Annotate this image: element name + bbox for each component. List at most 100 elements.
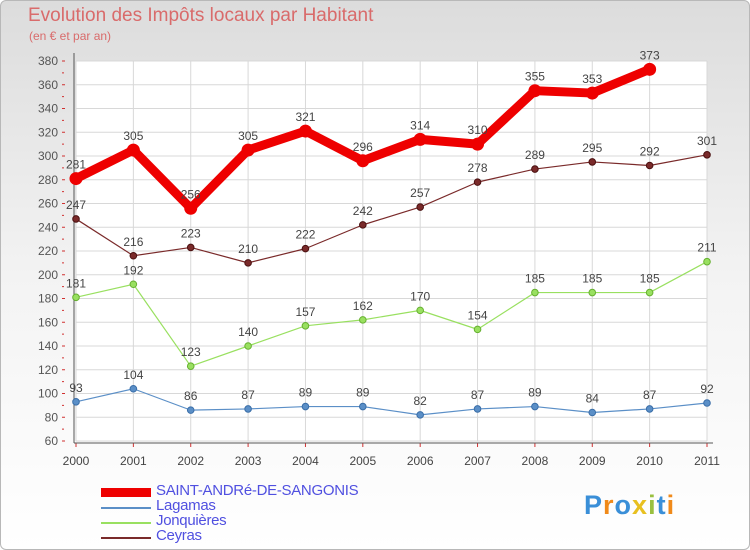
data-point-lagamas: [301, 402, 310, 411]
data-point-ceyras: [473, 178, 482, 186]
data-label-jonquieres: 192: [123, 263, 143, 277]
data-point-saint-andre-de-sangonis: [643, 62, 657, 76]
y-tick-label: 120: [38, 363, 58, 377]
series-line-jonquieres: [75, 261, 708, 367]
y-tick-label: 80: [45, 410, 59, 424]
data-point-lagamas: [473, 405, 482, 413]
data-label-jonquieres: 123: [181, 345, 201, 359]
data-point-lagamas: [72, 398, 80, 406]
chart-subtitle: (en € et par an): [29, 29, 112, 43]
legend-label: Lagamas: [156, 497, 216, 514]
y-tick-label: 180: [38, 292, 58, 306]
y-tick-label: 240: [38, 220, 58, 234]
data-point-ceyras: [72, 215, 80, 223]
logo-letter: P: [584, 490, 604, 520]
data-point-saint-andre-de-sangonis: [184, 201, 198, 215]
y-tick-label: 100: [38, 387, 58, 401]
x-tick-label: 2008: [522, 454, 549, 468]
data-label-lagamas: 89: [356, 386, 370, 400]
data-point-lagamas: [703, 399, 711, 407]
y-tick-label: 160: [38, 315, 58, 329]
data-label-jonquieres: 162: [353, 299, 373, 313]
data-label-saint-andre-de-sangonis: 353: [582, 72, 602, 86]
data-point-saint-andre-de-sangonis: [126, 143, 140, 157]
x-tick-label: 2004: [292, 454, 319, 468]
data-point-lagamas: [186, 406, 195, 414]
data-point-ceyras: [359, 221, 367, 229]
data-label-saint-andre-de-sangonis: 321: [295, 110, 315, 124]
chart-title: Evolution des Impôts locaux par Habitant: [28, 5, 374, 26]
data-label-ceyras: 289: [525, 148, 545, 162]
legend-swatch: [101, 488, 151, 497]
x-tick-label: 2002: [177, 454, 204, 468]
logo-letter: x: [632, 490, 649, 520]
data-point-jonquieres: [244, 342, 252, 350]
data-label-ceyras: 278: [468, 161, 488, 175]
data-point-jonquieres: [72, 293, 80, 302]
data-label-saint-andre-de-sangonis: 373: [640, 48, 660, 62]
data-point-jonquieres: [359, 316, 367, 324]
data-point-ceyras: [129, 251, 138, 260]
data-point-jonquieres: [129, 280, 138, 289]
data-label-ceyras: 216: [123, 235, 143, 249]
legend-swatch: [101, 522, 151, 524]
logo-letter: i: [648, 490, 657, 520]
x-tick-label: 2010: [636, 454, 663, 468]
legend-label: Jonquières: [156, 512, 227, 529]
data-label-ceyras: 247: [66, 198, 86, 212]
data-label-lagamas: 89: [528, 386, 542, 400]
data-label-ceyras: 210: [238, 242, 258, 256]
data-label-jonquieres: 185: [582, 272, 602, 286]
data-label-lagamas: 104: [123, 368, 143, 382]
data-label-jonquieres: 185: [640, 272, 660, 286]
x-tick-label: 2006: [407, 454, 434, 468]
y-tick-label: 200: [38, 268, 58, 282]
data-label-saint-andre-de-sangonis: 310: [468, 123, 488, 137]
logo-letter: i: [666, 490, 676, 520]
y-tick-label: 60: [45, 434, 59, 448]
data-label-lagamas: 87: [643, 388, 657, 402]
data-point-ceyras: [416, 203, 424, 211]
data-point-jonquieres: [531, 288, 539, 297]
data-point-lagamas: [129, 384, 138, 393]
data-label-jonquieres: 181: [66, 276, 86, 290]
data-point-jonquieres: [416, 306, 424, 315]
proxiti-logo: Proxiti: [584, 490, 675, 521]
data-point-ceyras: [301, 244, 310, 253]
data-label-saint-andre-de-sangonis: 314: [410, 118, 430, 132]
data-point-lagamas: [416, 411, 424, 419]
data-point-saint-andre-de-sangonis: [528, 84, 542, 98]
legend-label: SAINT-ANDRé-DE-SANGONIS: [156, 482, 359, 499]
data-point-jonquieres: [473, 325, 482, 334]
y-tick-label: 300: [38, 149, 58, 163]
data-point-jonquieres: [703, 257, 711, 266]
logo-letter: t: [656, 490, 667, 520]
data-label-lagamas: 87: [241, 388, 255, 402]
x-tick-label: 2009: [579, 454, 606, 468]
data-label-ceyras: 222: [295, 228, 315, 242]
legend-label: Ceyras: [156, 527, 202, 544]
data-label-jonquieres: 154: [468, 308, 488, 322]
data-point-saint-andre-de-sangonis: [298, 124, 312, 138]
data-label-jonquieres: 170: [410, 289, 430, 303]
data-label-ceyras: 301: [697, 134, 717, 148]
data-label-saint-andre-de-sangonis: 296: [353, 140, 373, 154]
data-point-jonquieres: [645, 288, 654, 297]
y-tick-label: 220: [38, 244, 58, 258]
x-tick-label: 2000: [63, 454, 90, 468]
data-point-ceyras: [244, 259, 252, 267]
y-tick-label: 340: [38, 102, 58, 116]
data-label-saint-andre-de-sangonis: 256: [181, 187, 201, 201]
data-label-lagamas: 84: [586, 392, 600, 406]
data-point-lagamas: [359, 402, 367, 411]
data-label-ceyras: 292: [640, 145, 660, 159]
data-point-jonquieres: [301, 322, 310, 330]
y-tick-label: 320: [38, 125, 58, 139]
data-label-jonquieres: 211: [697, 241, 716, 255]
data-point-saint-andre-de-sangonis: [471, 137, 485, 151]
legend-swatch: [101, 537, 151, 539]
y-tick-label: 260: [38, 197, 58, 211]
data-label-jonquieres: 157: [295, 305, 315, 319]
